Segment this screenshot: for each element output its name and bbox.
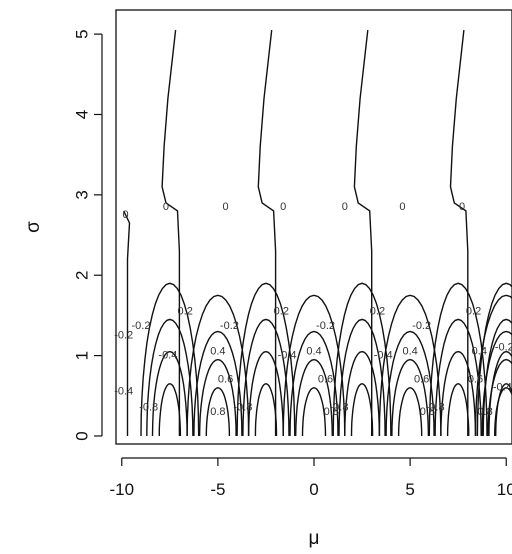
- x-tick-label: 10: [497, 480, 512, 499]
- contour-negative: [350, 382, 374, 437]
- contour-negative: [242, 318, 290, 437]
- contour-zero: [257, 30, 277, 436]
- contour-negative: [476, 282, 512, 437]
- contour-level-label: -0.2: [132, 320, 151, 332]
- contour-zero: [353, 30, 373, 436]
- contour-level-label: 0.4: [210, 345, 225, 357]
- plot-area-frame: [115, 9, 512, 445]
- contour-positive: [487, 358, 512, 437]
- contour-negative: [428, 282, 488, 437]
- contour-negative: [146, 318, 194, 437]
- contour-level-label: 0.6: [318, 374, 333, 386]
- y-tick-label: 5: [72, 29, 91, 38]
- contour-positive: [205, 386, 231, 437]
- contour-lines: [123, 30, 512, 437]
- contour-negative: [140, 282, 200, 437]
- y-axis: 0 1 2 3 4 5: [72, 29, 103, 441]
- contour-positive: [378, 294, 442, 437]
- y-tick-label: 3: [72, 190, 91, 199]
- contour-level-label: 0.8: [420, 406, 435, 418]
- contour-level-label: -0.2: [316, 320, 335, 332]
- contour-negative: [446, 382, 470, 437]
- y-axis-label: σ: [23, 221, 44, 233]
- x-axis-label: μ: [309, 528, 320, 549]
- contour-negative: [158, 382, 182, 437]
- contour-negative: [344, 350, 381, 437]
- contour-negative: [254, 382, 278, 437]
- contour-level-label: 0.2: [274, 305, 289, 317]
- contour-positive: [474, 294, 512, 437]
- contour-positive: [198, 358, 237, 437]
- contour-level-label: -0.4: [158, 349, 177, 361]
- contour-negative: [236, 282, 296, 437]
- contour-level-label: -0.4: [493, 382, 512, 394]
- contour-positive: [301, 386, 327, 437]
- contour-level-label: -0.2: [114, 329, 133, 341]
- contour-zero: [161, 30, 181, 436]
- contour-level-label: 0: [342, 201, 348, 213]
- contour-level-label: -0.4: [114, 386, 133, 398]
- contour-level-label: -0.8: [426, 402, 445, 414]
- y-tick-label: 0: [72, 431, 91, 440]
- contour-positive: [397, 386, 423, 437]
- x-tick-label: -10: [109, 480, 134, 499]
- contour-level-label: -0.8: [233, 402, 252, 414]
- contour-negative: [332, 282, 392, 437]
- contour-zero: [449, 30, 469, 436]
- contour-level-label: 0: [163, 201, 169, 213]
- y-tick-label: 2: [72, 270, 91, 279]
- contour-negative: [495, 382, 512, 437]
- contour-level-label: 0.6: [414, 374, 429, 386]
- contour-level-label: 0.4: [402, 345, 417, 357]
- contour-level-label: 0: [123, 209, 129, 221]
- contour-level-label: 0: [280, 201, 286, 213]
- x-axis: -10 -5 0 5 10: [109, 457, 512, 499]
- y-tick-label: 4: [72, 110, 91, 119]
- contour-level-labels: 00 0 0 0 0 0-0.2-0.2 -0.2 -0.2 -0.2-0.20.2 0.2 0.2…: [114, 201, 512, 418]
- x-tick-label: -5: [210, 480, 225, 499]
- contour-level-label: 0: [223, 201, 229, 213]
- contour-level-label: 0.6: [218, 374, 233, 386]
- contour-level-label: 0.4: [306, 345, 321, 357]
- contour-positive: [282, 294, 346, 437]
- contour-positive: [391, 358, 430, 437]
- y-tick-label: 1: [72, 351, 91, 360]
- contour-negative: [338, 318, 386, 437]
- contour-level-label: -0.2: [495, 341, 512, 353]
- contour-level-label: -0.2: [220, 320, 239, 332]
- contour-level-label: 0.2: [370, 305, 385, 317]
- contour-level-label: 0.8: [210, 406, 225, 418]
- contour-negative: [488, 350, 512, 437]
- contour-level-label: -0.8: [330, 402, 349, 414]
- contour-level-label: 0: [399, 201, 405, 213]
- contour-negative: [151, 350, 188, 437]
- contour-level-label: 0.6: [468, 374, 483, 386]
- contour-level-label: -0.4: [278, 349, 297, 361]
- x-tick-label: 0: [309, 480, 318, 499]
- contour-negative: [482, 318, 512, 437]
- contour-level-label: 0.8: [477, 406, 492, 418]
- x-tick-label: 5: [405, 480, 414, 499]
- contour-level-label: -0.4: [374, 349, 393, 361]
- contour-level-label: 0.2: [178, 305, 193, 317]
- contour-level-label: -0.2: [412, 320, 431, 332]
- contour-level-label: 0.2: [466, 305, 481, 317]
- contour-level-label: 0.8: [324, 406, 339, 418]
- contour-level-label: 0: [459, 201, 465, 213]
- contour-negative: [440, 350, 477, 437]
- contour-level-label: 0.4: [472, 345, 487, 357]
- contour-zero: [123, 210, 131, 436]
- contour-positive: [295, 358, 333, 437]
- contour-negative: [247, 350, 284, 437]
- contour-positive: [186, 294, 250, 437]
- contour-level-label: -0.8: [139, 402, 158, 414]
